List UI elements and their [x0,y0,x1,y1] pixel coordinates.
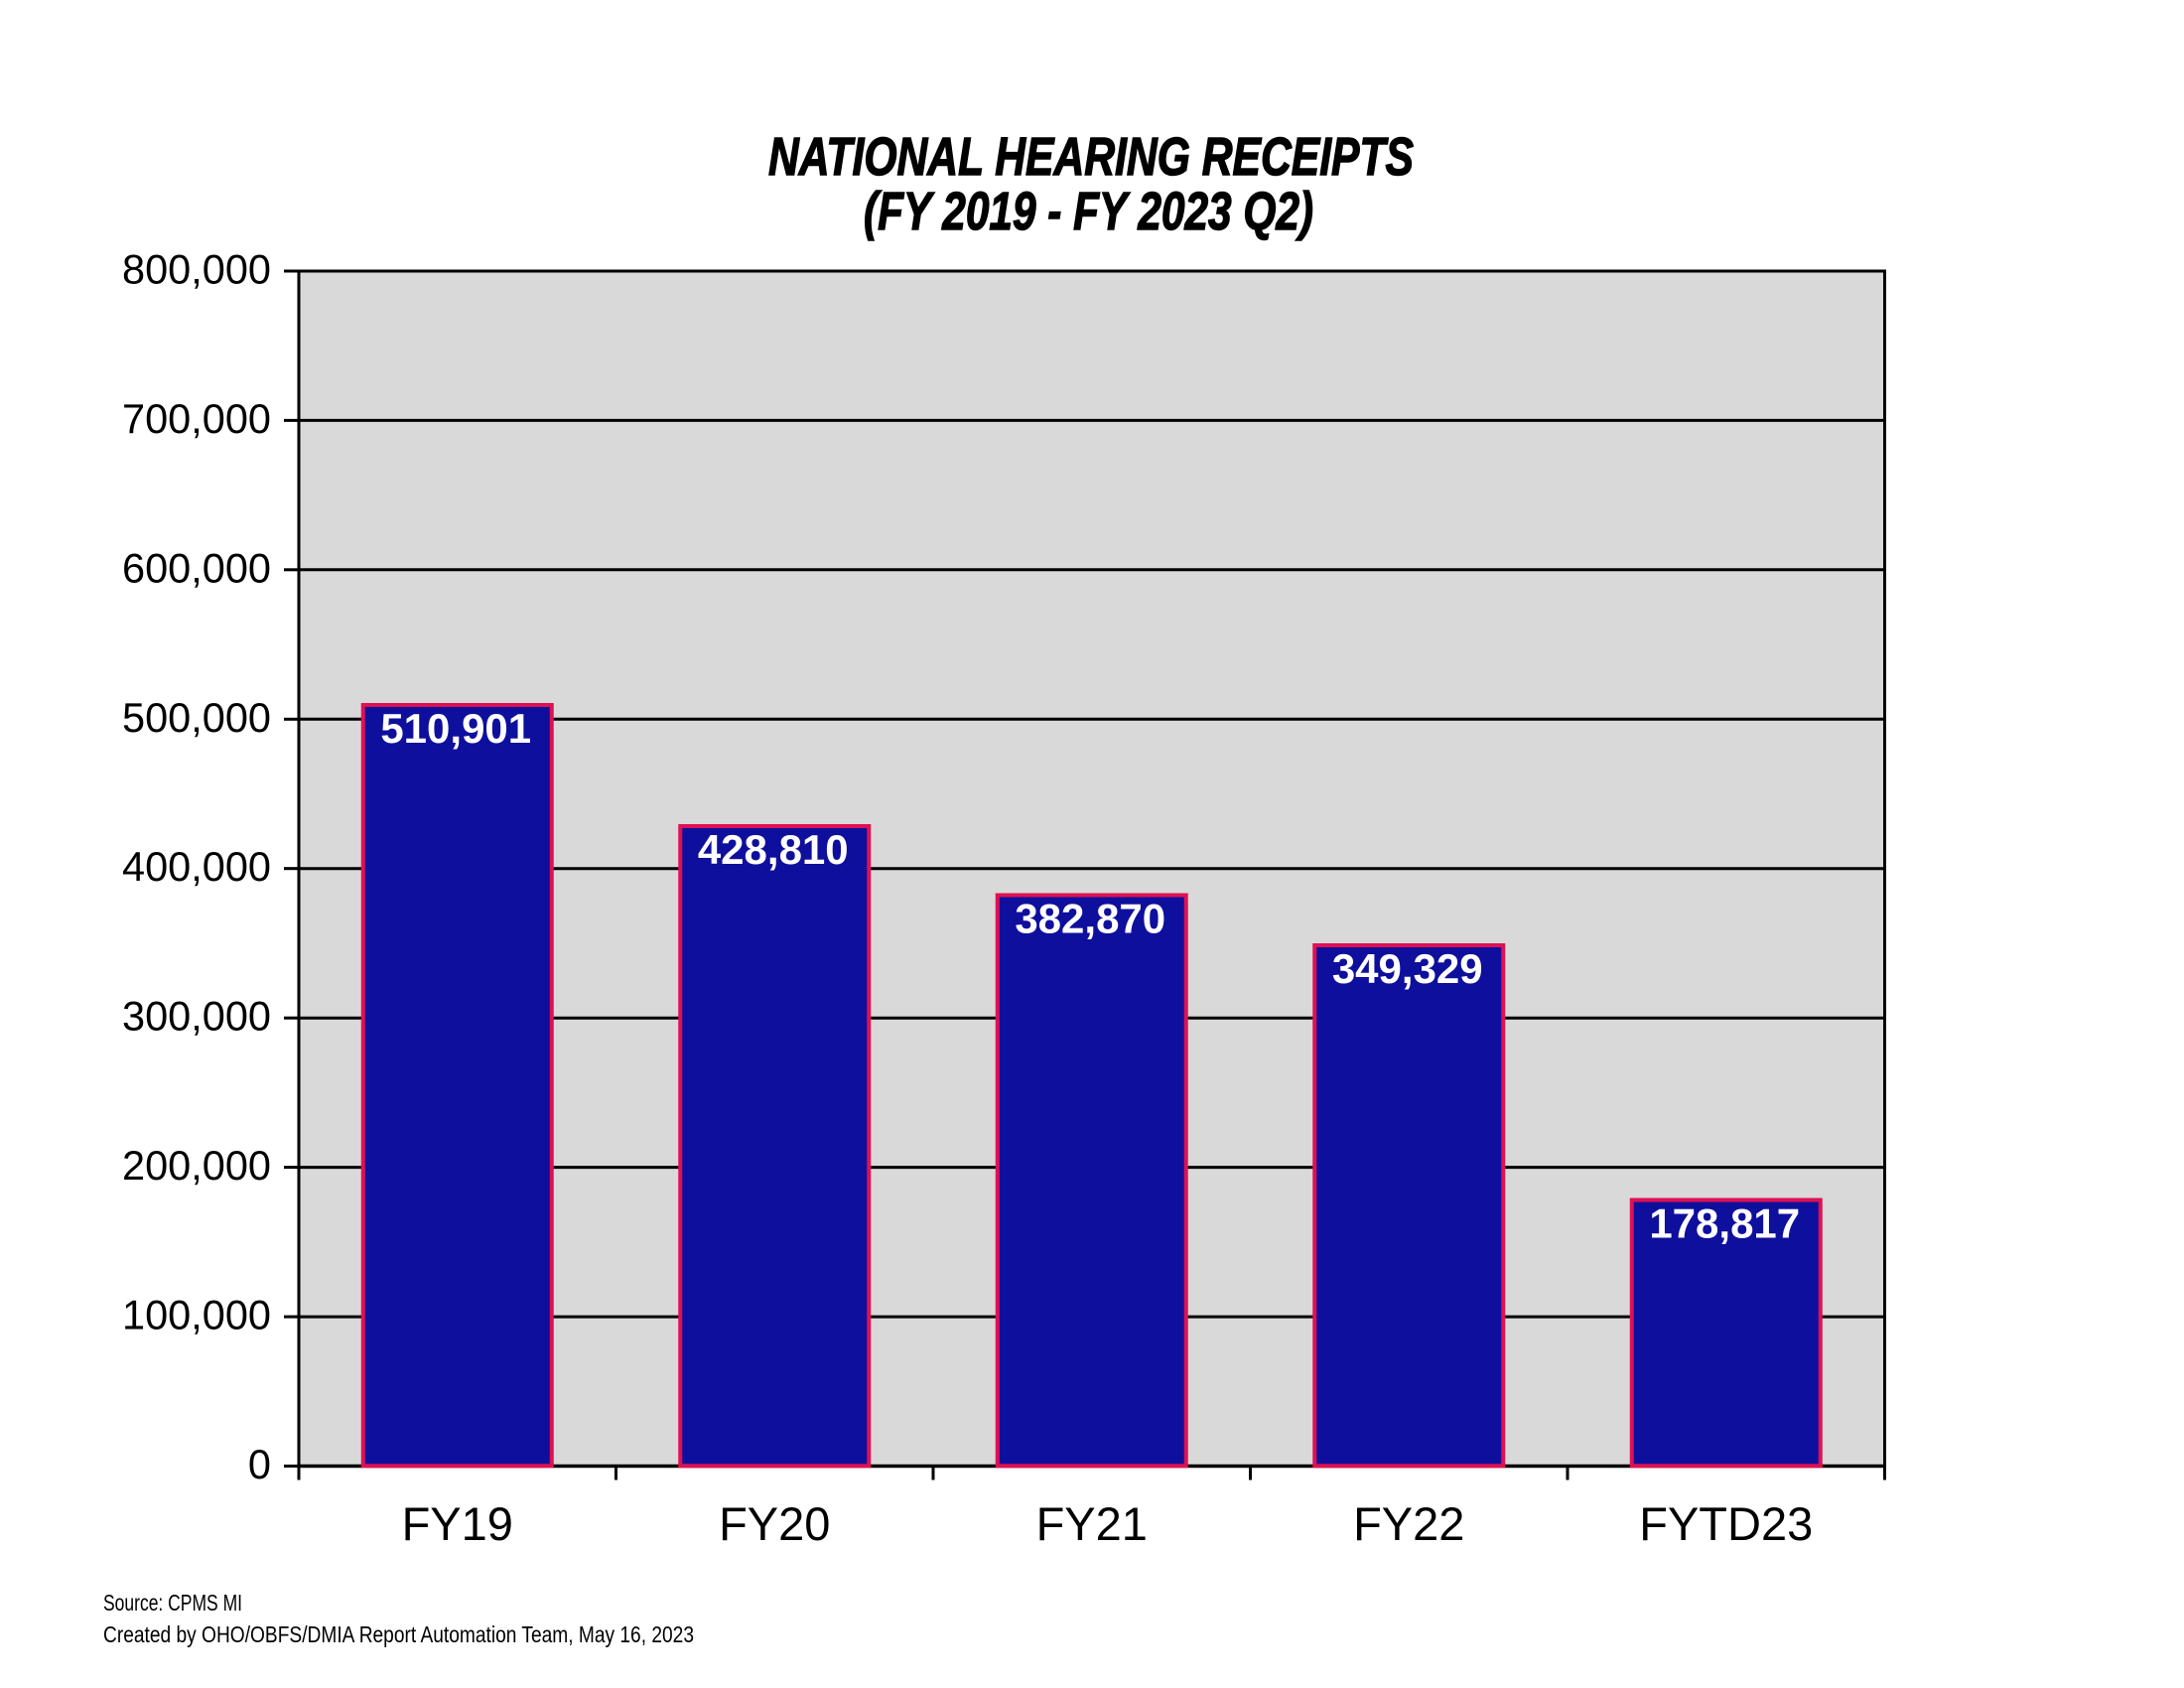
svg-text:FYTD23: FYTD23 [1639,1497,1813,1550]
svg-text:300,000: 300,000 [122,993,271,1040]
svg-text:428,810: 428,810 [698,826,849,873]
svg-text:800,000: 800,000 [122,246,271,293]
svg-text:510,901: 510,901 [380,705,531,752]
svg-text:FY19: FY19 [402,1497,513,1550]
svg-text:700,000: 700,000 [122,395,271,442]
svg-text:Source: CPMS MI: Source: CPMS MI [103,1590,242,1616]
svg-text:600,000: 600,000 [122,544,271,591]
svg-text:(FY 2019 - FY 2023 Q2): (FY 2019 - FY 2023 Q2) [864,182,1313,241]
svg-text:349,329: 349,329 [1332,945,1483,992]
svg-text:178,817: 178,817 [1649,1200,1800,1247]
svg-text:0: 0 [248,1441,271,1487]
svg-text:400,000: 400,000 [122,843,271,890]
svg-text:200,000: 200,000 [122,1142,271,1189]
svg-text:100,000: 100,000 [122,1292,271,1338]
svg-text:FY22: FY22 [1353,1497,1464,1550]
svg-text:NATIONAL HEARING RECEIPTS: NATIONAL HEARING RECEIPTS [768,127,1414,187]
svg-text:FY20: FY20 [719,1497,830,1550]
svg-text:500,000: 500,000 [122,694,271,741]
svg-text:382,870: 382,870 [1015,896,1165,942]
svg-text:FY21: FY21 [1036,1497,1148,1550]
svg-text:Created by OHO/OBFS/DMIA Repor: Created by OHO/OBFS/DMIA Report Automati… [103,1621,694,1647]
